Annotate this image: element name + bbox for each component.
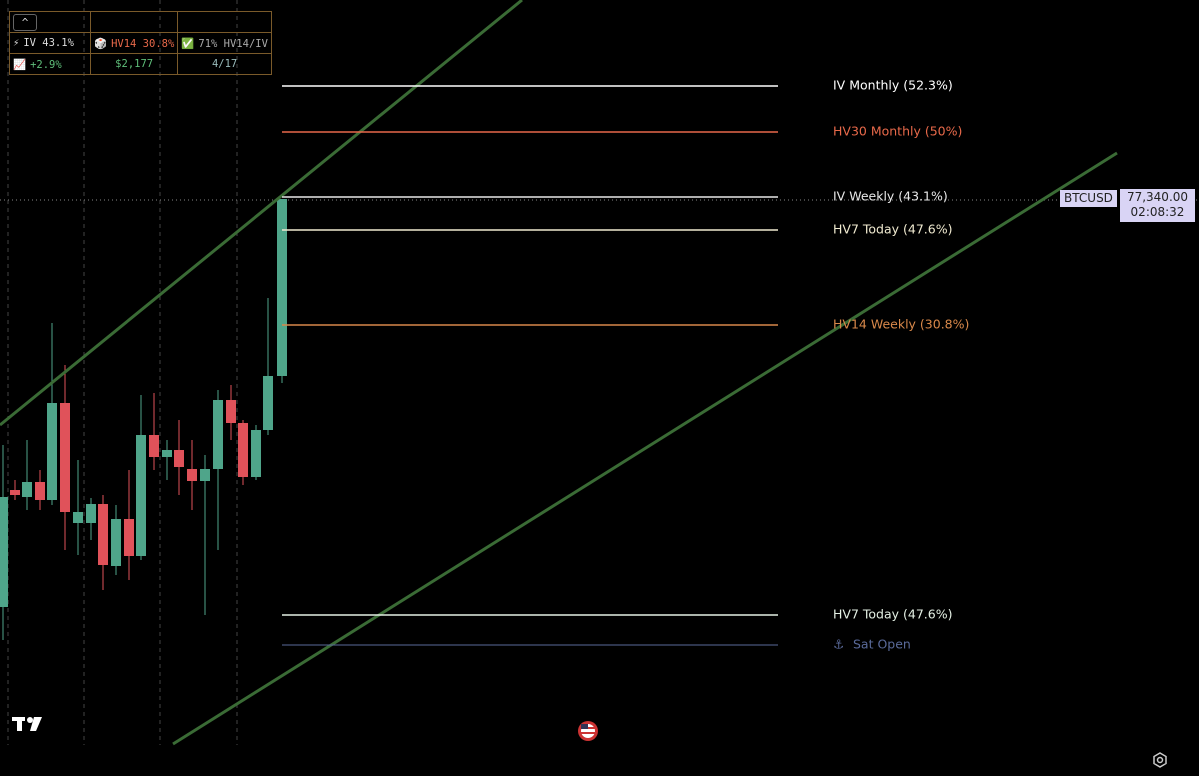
price-tag: 77,340.00 02:08:32 bbox=[1120, 189, 1195, 222]
stats-table: ^ ⚡ IV 43.1% 🎲 HV14 30.8% ✅ 71% HV14/IV 📈 +2.9… bbox=[9, 11, 272, 75]
flag-icon bbox=[578, 721, 598, 741]
settings-icon-center bbox=[1156, 756, 1164, 764]
trend-line bbox=[172, 151, 1118, 746]
cell-icon: 🎲 bbox=[94, 37, 108, 50]
candle-body bbox=[60, 403, 70, 512]
cell-icon: ⚡ bbox=[13, 37, 20, 49]
candle-body bbox=[174, 450, 184, 467]
candle-body bbox=[22, 482, 32, 497]
candle-body bbox=[263, 376, 273, 430]
candle-body bbox=[98, 504, 108, 565]
cell-text: IV 43.1% bbox=[23, 37, 74, 49]
countdown: 02:08:32 bbox=[1130, 205, 1185, 219]
candle-body bbox=[10, 490, 20, 495]
settings-icon[interactable] bbox=[1153, 752, 1167, 768]
level-label: Sat Open bbox=[853, 637, 911, 652]
candle-body bbox=[73, 512, 83, 523]
candle-body bbox=[277, 199, 287, 376]
candle-body bbox=[238, 423, 248, 477]
candle-body bbox=[47, 403, 57, 500]
candle-body bbox=[200, 469, 210, 481]
level-label: HV7 Today (47.6%) bbox=[833, 607, 952, 622]
candle-body bbox=[136, 435, 146, 556]
candle-body bbox=[86, 504, 96, 523]
cell-text: $2,177 bbox=[115, 58, 154, 70]
table-cell: ⚡ IV 43.1% bbox=[9, 32, 91, 54]
table-cell: 4/17 bbox=[177, 53, 272, 75]
table-cell: 🎲 HV14 30.8% bbox=[89, 32, 179, 54]
level-icon: ⚓ bbox=[833, 637, 844, 652]
trend-line bbox=[0, 0, 523, 427]
candle-body bbox=[213, 400, 223, 469]
cell-text: +2.9% bbox=[30, 58, 62, 71]
symbol-tag: BTCUSD bbox=[1060, 190, 1117, 207]
candle-body bbox=[162, 450, 172, 457]
cell-icon: ✅ bbox=[181, 37, 195, 50]
price: 77,340.00 bbox=[1126, 190, 1189, 204]
candle-body bbox=[226, 400, 236, 423]
candle-body bbox=[124, 519, 134, 556]
candle-body bbox=[35, 482, 45, 500]
candle-body bbox=[187, 469, 197, 481]
level-label: IV Weekly (43.1%) bbox=[833, 189, 948, 204]
cell-text: HV14 30.8% bbox=[111, 37, 175, 50]
cell-text: 71% HV14/IV bbox=[198, 37, 268, 50]
candle-body bbox=[111, 519, 121, 566]
collapse-button[interactable]: ^ bbox=[13, 13, 37, 31]
table-cell: ✅ 71% HV14/IV bbox=[177, 32, 272, 54]
level-label: HV30 Monthly (50%) bbox=[833, 124, 962, 139]
candle-body bbox=[251, 430, 261, 477]
level-label: IV Monthly (52.3%) bbox=[833, 78, 953, 93]
level-label: HV14 Weekly (30.8%) bbox=[833, 317, 969, 332]
tv-logo bbox=[12, 717, 42, 731]
table-cell: $2,177 bbox=[89, 53, 179, 75]
candle-body bbox=[0, 497, 8, 607]
table-cell: 📈 +2.9% bbox=[9, 53, 91, 75]
candle-body bbox=[149, 435, 159, 457]
cell-text: 4/17 bbox=[211, 58, 238, 70]
cell-icon: 📈 bbox=[13, 58, 27, 71]
level-label: HV7 Today (47.6%) bbox=[833, 222, 952, 237]
